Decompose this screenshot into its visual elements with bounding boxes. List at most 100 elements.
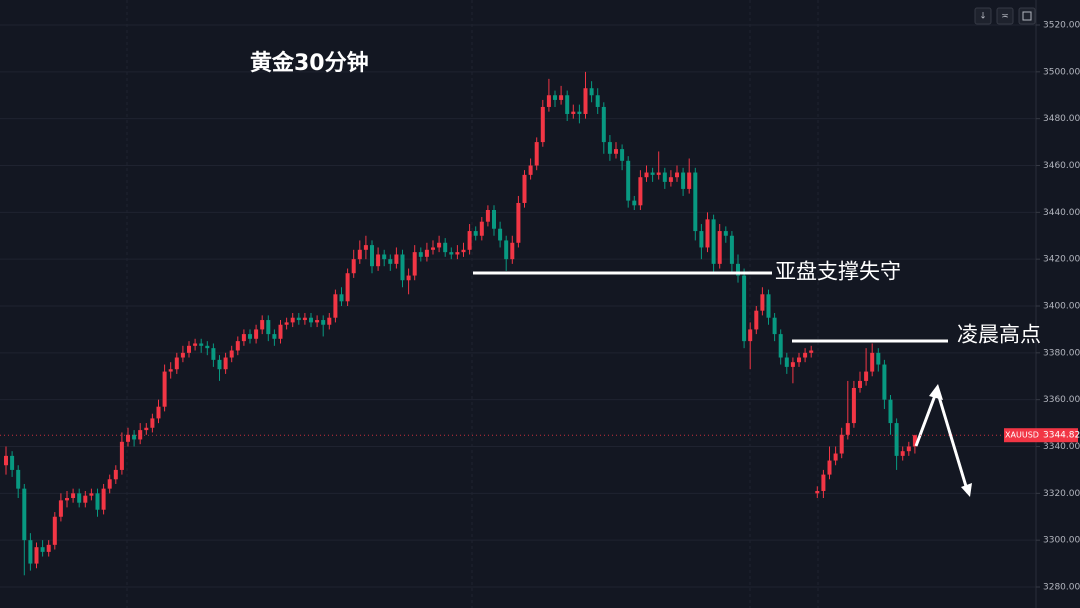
candle-body [607, 142, 612, 154]
candle-body [150, 418, 155, 428]
candle-body [559, 95, 564, 100]
candle-body [388, 259, 393, 264]
candle-body [58, 500, 63, 517]
candle-body [656, 172, 661, 175]
candle-body [900, 451, 905, 456]
candle-body [333, 294, 338, 318]
button-icon[interactable] [1022, 11, 1032, 21]
candles [4, 71, 917, 576]
candle-body [693, 172, 698, 232]
candle-body [577, 111, 582, 114]
candle-body [760, 294, 765, 311]
candle-body [595, 95, 600, 107]
candle-body [40, 547, 45, 552]
y-tick-label: 3440.00 [1043, 208, 1080, 218]
candle-body [370, 245, 374, 267]
y-tick-label: 3300.00 [1043, 536, 1080, 546]
button[interactable] [974, 7, 992, 25]
candle-body [83, 495, 88, 503]
candle-body [28, 540, 33, 564]
candle-body [620, 149, 625, 161]
candle-body [180, 352, 185, 358]
candle-body [400, 254, 405, 281]
candle-body [309, 317, 313, 323]
candle-body [443, 242, 448, 253]
candle-body [766, 294, 771, 318]
candle-body [565, 95, 570, 114]
candle-body [839, 434, 844, 454]
candle-body [687, 172, 692, 189]
y-tick-label: 3360.00 [1043, 395, 1080, 405]
candle-body [46, 544, 51, 552]
candle-body [912, 435, 917, 447]
candle-body [162, 371, 167, 407]
candle-body [34, 547, 39, 564]
candle-body [168, 369, 173, 372]
candle-body [229, 350, 234, 358]
candle-body [626, 160, 631, 201]
candle-body [363, 245, 368, 250]
candle-body [754, 310, 759, 330]
candle-body [290, 317, 295, 323]
candle-body [71, 493, 76, 499]
candle-body [553, 95, 557, 100]
candle-body [119, 441, 124, 470]
toolbar[interactable]: ↓ ≍ [974, 7, 1036, 25]
candle-body [302, 317, 307, 321]
candle-body [589, 88, 594, 96]
candle-body [16, 469, 21, 489]
candle-body [668, 177, 673, 182]
candle-body [260, 320, 265, 330]
candle-body [10, 455, 15, 470]
candle-body [4, 455, 8, 466]
candle-body [52, 516, 57, 545]
button-icon[interactable]: ↓ [979, 12, 987, 22]
candle-body [705, 219, 710, 248]
candle-body [327, 317, 332, 325]
candle-body [772, 317, 777, 335]
candle-body [711, 219, 716, 264]
candle-body [845, 423, 850, 435]
candle-body [790, 362, 795, 367]
candle-body [223, 357, 228, 370]
candle-body [113, 469, 118, 480]
y-tick-label: 3460.00 [1043, 161, 1080, 171]
candle-body [449, 252, 454, 255]
candle-body [516, 202, 521, 243]
candle-body [412, 252, 417, 276]
symbol-box [1004, 428, 1040, 443]
candle-body [797, 357, 801, 363]
candle-body [534, 142, 539, 166]
candle-body [742, 275, 747, 342]
candle-body [644, 172, 649, 178]
button[interactable] [1018, 7, 1036, 25]
candle-body [888, 399, 893, 424]
button[interactable] [996, 7, 1014, 25]
candle-body [339, 294, 344, 302]
annotation: 凌晨高点 [957, 323, 1041, 347]
candle-body [424, 249, 429, 257]
candle-body [870, 352, 875, 372]
y-tick-label: 3380.00 [1043, 348, 1080, 358]
candle-body [522, 174, 527, 203]
symbol-label: XAUUSD [1005, 431, 1039, 440]
candle-body [614, 149, 618, 154]
candle-body [156, 406, 161, 419]
y-tick-label: 3480.00 [1043, 114, 1080, 124]
candle-body [827, 460, 832, 475]
candle-body [803, 352, 808, 358]
candle-body [492, 209, 496, 229]
candle-body [193, 343, 198, 346]
button-icon[interactable]: ≍ [1001, 12, 1009, 22]
candle-body [101, 488, 106, 510]
candle-body [858, 380, 862, 388]
y-tick-label: 3400.00 [1043, 302, 1080, 312]
y-tick-label: 3420.00 [1043, 255, 1080, 265]
candle-body [601, 106, 606, 143]
arrow-head [929, 384, 943, 400]
candle-body [132, 434, 137, 440]
candle-body [296, 317, 301, 321]
candle-body [498, 228, 503, 241]
candle-body [833, 453, 838, 461]
